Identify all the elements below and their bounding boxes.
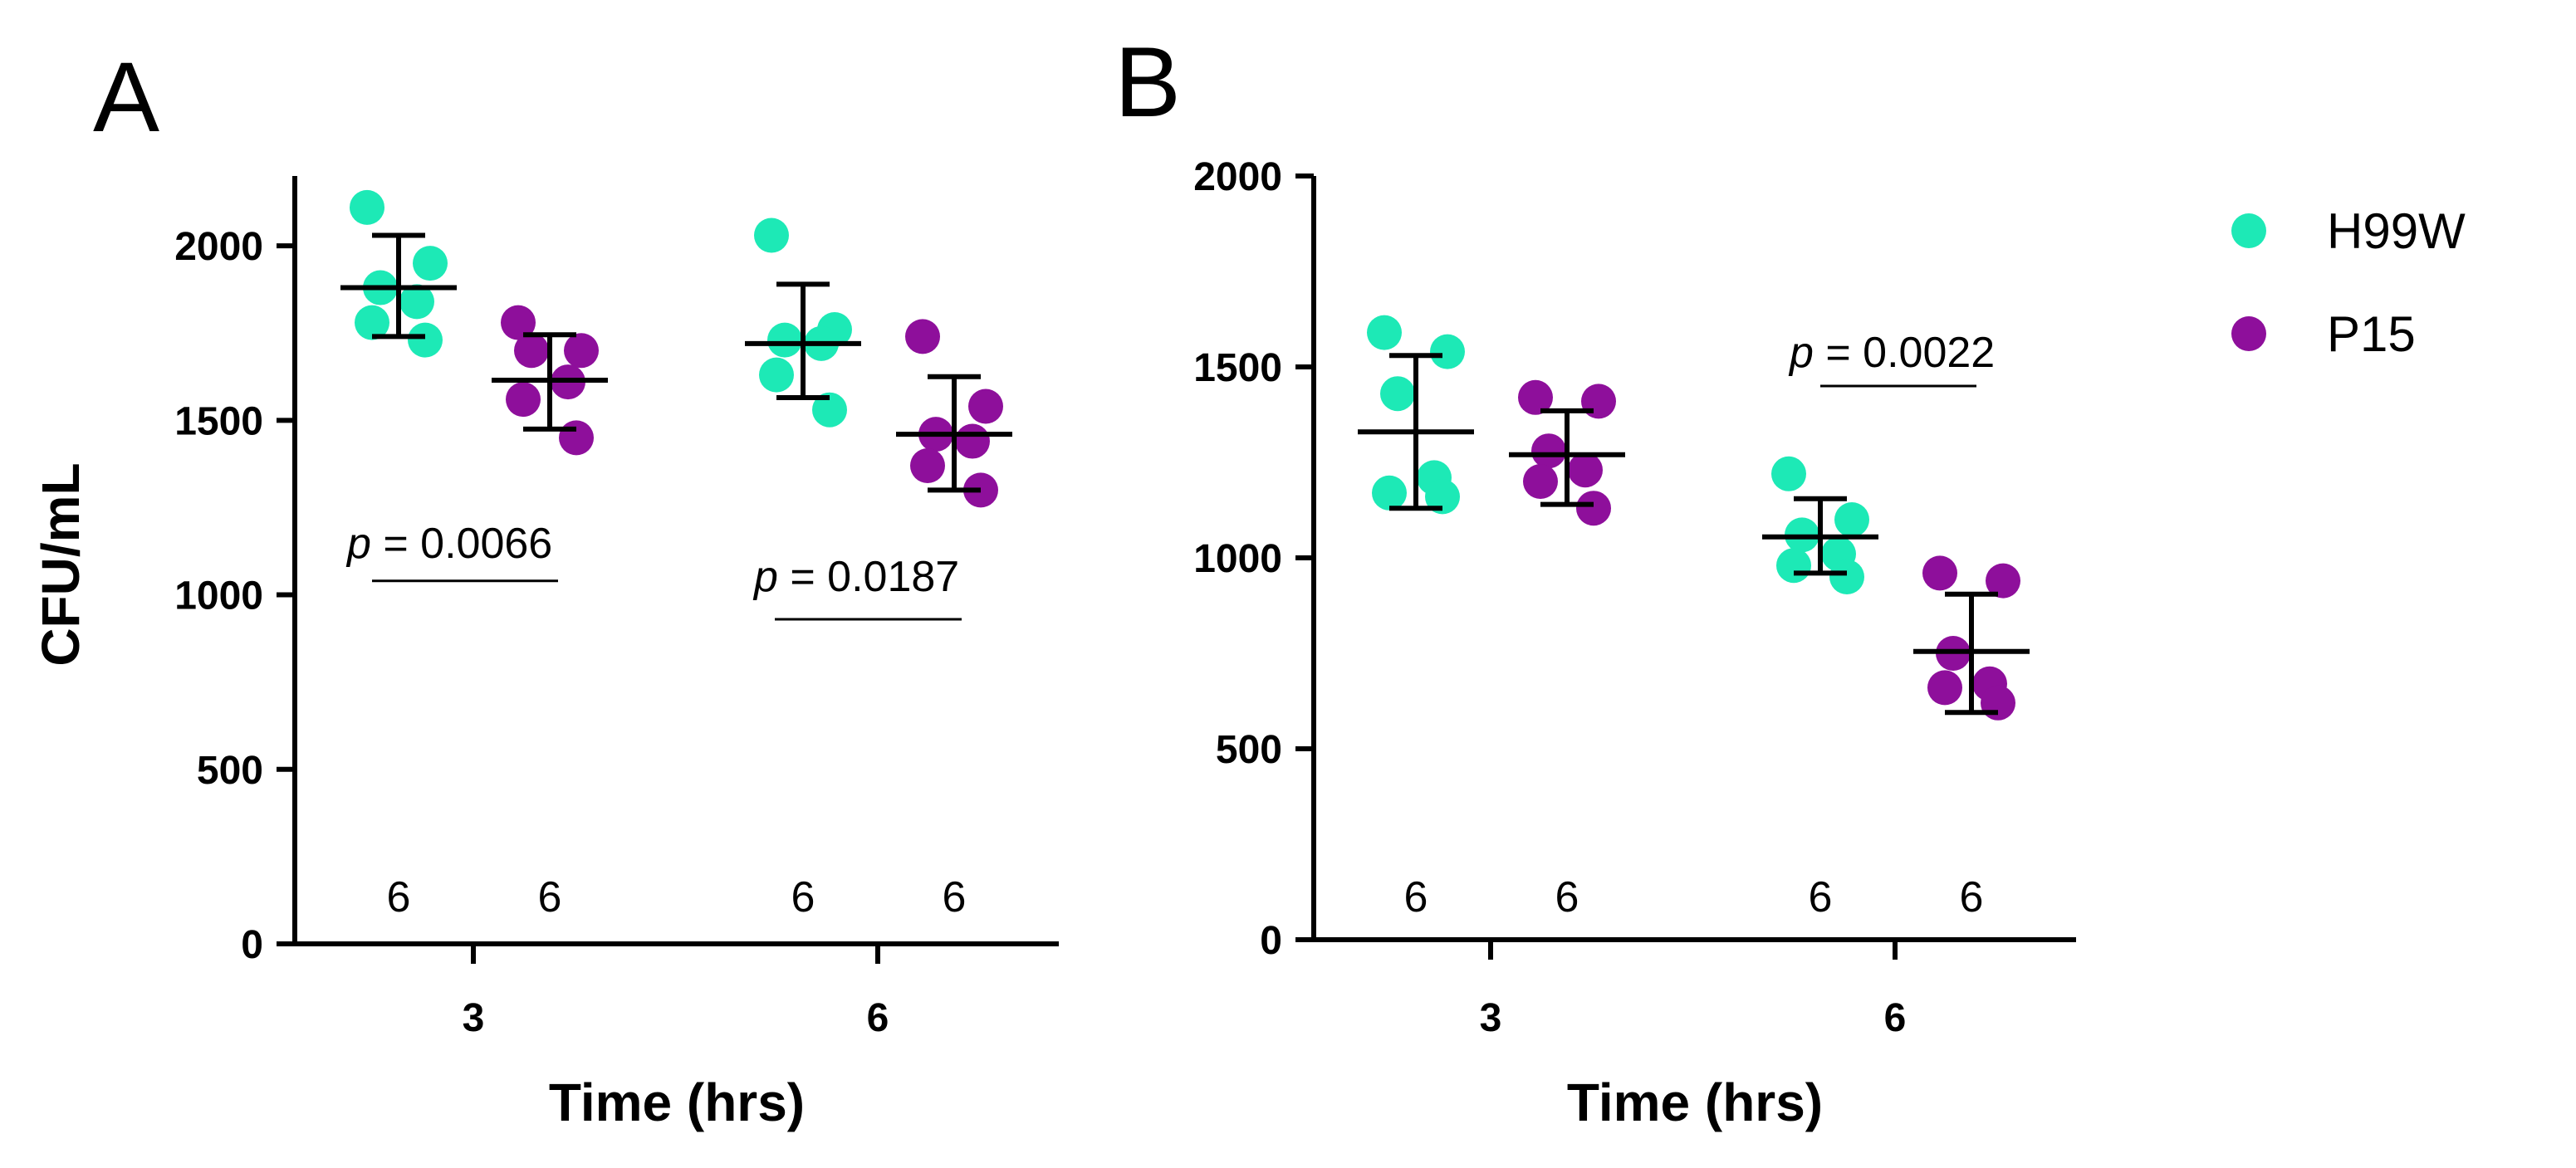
- data-point-h99w: [1380, 376, 1415, 412]
- data-point-p15: [968, 389, 1003, 424]
- y-tick-label: 1500: [1193, 346, 1282, 390]
- data-point-h99w: [1829, 560, 1864, 594]
- p-value-annotation: p = 0.0066: [345, 520, 552, 568]
- panel-letter: A: [93, 42, 159, 153]
- legend-label: P15: [2327, 306, 2416, 362]
- p-symbol: p: [1788, 329, 1814, 377]
- data-point-h99w: [1367, 315, 1402, 350]
- y-tick-label: 0: [1260, 919, 1282, 963]
- data-point-p15: [501, 305, 536, 340]
- p-symbol: p: [345, 520, 371, 568]
- data-point-h99w: [1771, 456, 1806, 491]
- data-point-h99w: [1834, 502, 1869, 537]
- data-point-p15: [559, 420, 594, 456]
- p-value: = 0.0066: [371, 520, 552, 568]
- legend-label: H99W: [2327, 203, 2466, 259]
- x-axis-title: Time (hrs): [1567, 1073, 1823, 1132]
- data-point-p15: [1531, 433, 1566, 469]
- y-tick-label: 1000: [174, 574, 263, 618]
- y-axis-title: CFU/mL: [31, 462, 91, 666]
- x-tick-label: 3: [463, 996, 485, 1040]
- y-tick-label: 2000: [174, 225, 263, 269]
- y-tick-label: 0: [241, 923, 263, 967]
- x-tick-label: 6: [1884, 996, 1907, 1040]
- y-tick-label: 1500: [174, 399, 263, 443]
- p-symbol: p: [752, 553, 778, 601]
- p-value-annotation: p = 0.0187: [752, 553, 959, 601]
- data-point-p15: [506, 382, 541, 418]
- data-point-h99w: [767, 322, 802, 358]
- data-point-p15: [1523, 464, 1558, 499]
- data-point-h99w: [1776, 548, 1811, 584]
- x-tick-label: 3: [1480, 996, 1502, 1040]
- data-point-p15: [1927, 670, 1962, 706]
- p-value-annotation: p = 0.0022: [1788, 329, 1995, 377]
- x-axis-title: Time (hrs): [549, 1073, 805, 1132]
- data-point-p15: [905, 319, 940, 354]
- y-tick-label: 2000: [1193, 155, 1282, 199]
- n-label: 6: [943, 873, 967, 921]
- n-label: 6: [1404, 873, 1428, 921]
- p-value: = 0.0187: [778, 553, 959, 601]
- data-point-p15: [910, 447, 945, 483]
- data-point-p15: [514, 333, 549, 369]
- data-point-p15: [1986, 563, 2020, 599]
- data-point-h99w: [413, 246, 448, 281]
- data-point-p15: [1576, 491, 1611, 526]
- panel-letter: B: [1114, 27, 1181, 138]
- data-point-h99w: [1425, 479, 1460, 515]
- data-point-p15: [955, 423, 990, 459]
- data-point-h99w: [754, 217, 789, 253]
- panel-b: B 0 500 1000 1500 2000 3 6 Time (hrs) 6 6 6 6 p = 0.0…: [1114, 27, 2076, 1132]
- legend-marker: [2231, 213, 2266, 248]
- x-tick-label: 6: [867, 996, 889, 1040]
- n-label: 6: [538, 873, 562, 921]
- y-tick-label: 500: [197, 749, 263, 793]
- data-point-p15: [1922, 555, 1957, 591]
- n-label: 6: [1809, 873, 1833, 921]
- y-tick-label: 1000: [1193, 537, 1282, 581]
- panel-a: A 0 500 1000 1500 2000 3 6 Time (hrs) CFU/mL 6 6 6 6 p…: [31, 42, 1059, 1132]
- p-value: = 0.0022: [1814, 329, 1995, 377]
- data-point-p15: [1518, 379, 1553, 415]
- data-point-p15: [1581, 384, 1616, 419]
- n-label: 6: [791, 873, 815, 921]
- data-point-h99w: [759, 357, 794, 393]
- n-label: 6: [1555, 873, 1579, 921]
- data-point-h99w: [355, 305, 389, 340]
- data-point-p15: [1568, 452, 1603, 488]
- data-point-p15: [564, 333, 599, 369]
- legend: H99W P15: [2231, 203, 2466, 362]
- y-tick-label: 500: [1216, 728, 1282, 772]
- data-point-h99w: [408, 322, 443, 358]
- n-label: 6: [387, 873, 411, 921]
- data-point-h99w: [1430, 334, 1465, 369]
- data-point-p15: [1981, 685, 2015, 721]
- n-label: 6: [1960, 873, 1984, 921]
- data-point-h99w: [812, 392, 847, 428]
- data-point-h99w: [350, 189, 384, 225]
- data-point-h99w: [1372, 475, 1407, 511]
- data-point-h99w: [399, 284, 434, 320]
- legend-marker: [2231, 316, 2266, 351]
